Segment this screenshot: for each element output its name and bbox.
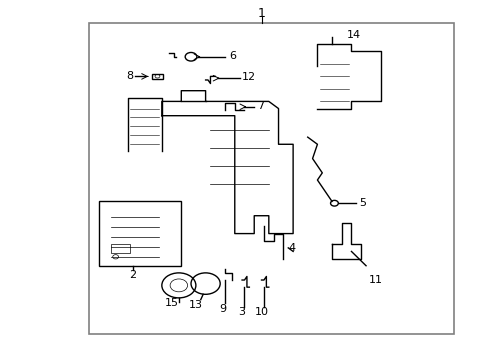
Text: 3: 3 (238, 307, 245, 317)
Text: 5: 5 (358, 198, 365, 207)
Text: 7: 7 (256, 101, 263, 111)
Text: 11: 11 (368, 275, 382, 285)
Text: 12: 12 (242, 72, 256, 82)
Bar (99, 202, 181, 266)
Text: 1: 1 (257, 8, 265, 21)
Text: 10: 10 (254, 307, 268, 317)
Text: 8: 8 (126, 71, 134, 81)
Text: 4: 4 (287, 243, 295, 253)
Bar (111, 244, 130, 253)
Bar (89, 23, 453, 334)
Text: 13: 13 (188, 300, 203, 310)
Text: 15: 15 (164, 298, 178, 308)
Text: 9: 9 (219, 303, 226, 314)
Text: 6: 6 (228, 51, 235, 61)
Text: 2: 2 (129, 270, 136, 280)
Bar (152, 73, 163, 79)
Text: 14: 14 (346, 30, 360, 40)
